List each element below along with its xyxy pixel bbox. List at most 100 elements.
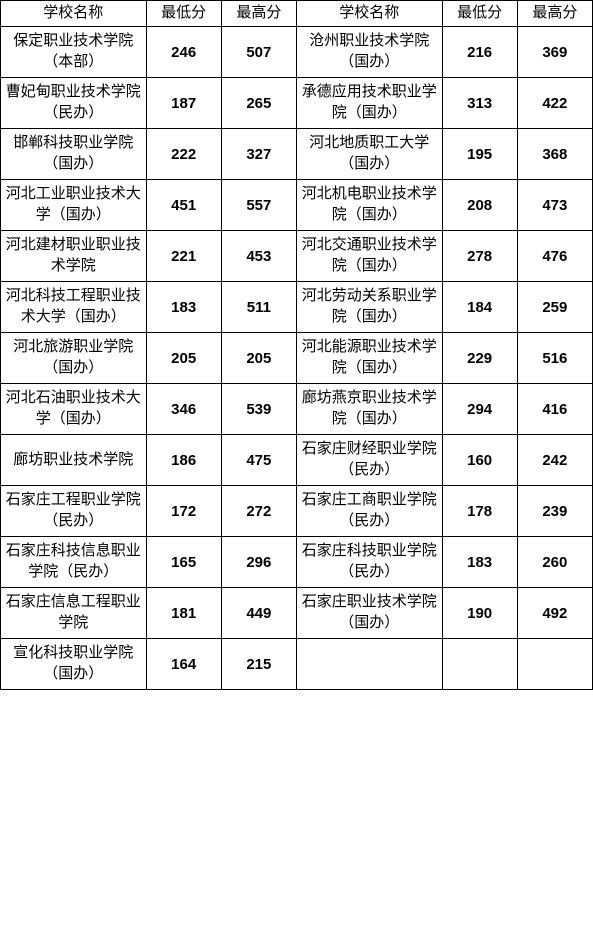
school-name-cell: 河北交通职业技术学院（国办） <box>296 231 442 282</box>
school-name-cell: 宣化科技职业学院（国办） <box>1 639 147 690</box>
max-score-cell: 215 <box>221 639 296 690</box>
max-score-cell: 449 <box>221 588 296 639</box>
max-score-cell: 260 <box>517 537 592 588</box>
school-name-cell: 河北建材职业职业技术学院 <box>1 231 147 282</box>
max-score-cell: 296 <box>221 537 296 588</box>
table-row: 河北旅游职业学院（国办）205205河北能源职业技术学院（国办）229516 <box>1 333 593 384</box>
max-score-cell: 327 <box>221 129 296 180</box>
col-header-min-2: 最低分 <box>442 1 517 27</box>
max-score-cell: 511 <box>221 282 296 333</box>
max-score-cell: 507 <box>221 27 296 78</box>
school-name-cell: 石家庄工商职业学院（民办） <box>296 486 442 537</box>
table-body: 保定职业技术学院（本部）246507沧州职业技术学院（国办）216369曹妃甸职… <box>1 27 593 690</box>
table-row: 河北科技工程职业技术大学（国办）183511河北劳动关系职业学院（国办）1842… <box>1 282 593 333</box>
min-score-cell: 190 <box>442 588 517 639</box>
min-score-cell: 164 <box>146 639 221 690</box>
col-header-name-2: 学校名称 <box>296 1 442 27</box>
max-score-cell: 416 <box>517 384 592 435</box>
min-score-cell: 183 <box>146 282 221 333</box>
school-name-cell: 保定职业技术学院（本部） <box>1 27 147 78</box>
table-row: 石家庄工程职业学院（民办）172272石家庄工商职业学院（民办）178239 <box>1 486 593 537</box>
min-score-cell: 184 <box>442 282 517 333</box>
max-score-cell: 492 <box>517 588 592 639</box>
min-score-cell: 172 <box>146 486 221 537</box>
school-name-cell: 河北劳动关系职业学院（国办） <box>296 282 442 333</box>
table-row: 保定职业技术学院（本部）246507沧州职业技术学院（国办）216369 <box>1 27 593 78</box>
max-score-cell: 239 <box>517 486 592 537</box>
max-score-cell: 476 <box>517 231 592 282</box>
table-row: 河北建材职业职业技术学院221453河北交通职业技术学院（国办）278476 <box>1 231 593 282</box>
max-score-cell: 369 <box>517 27 592 78</box>
school-name-cell: 石家庄科技信息职业学院（民办） <box>1 537 147 588</box>
max-score-cell: 557 <box>221 180 296 231</box>
school-name-cell: 廊坊燕京职业技术学院（国办） <box>296 384 442 435</box>
min-score-cell: 346 <box>146 384 221 435</box>
max-score-cell: 473 <box>517 180 592 231</box>
min-score-cell: 278 <box>442 231 517 282</box>
table-row: 河北工业职业技术大学（国办）451557河北机电职业技术学院（国办）208473 <box>1 180 593 231</box>
school-name-cell: 承德应用技术职业学院（国办） <box>296 78 442 129</box>
scores-table: 学校名称 最低分 最高分 学校名称 最低分 最高分 保定职业技术学院（本部）24… <box>0 0 593 690</box>
school-name-cell: 曹妃甸职业技术学院（民办） <box>1 78 147 129</box>
max-score-cell: 368 <box>517 129 592 180</box>
school-name-cell: 石家庄工程职业学院（民办） <box>1 486 147 537</box>
school-name-cell <box>296 639 442 690</box>
max-score-cell: 453 <box>221 231 296 282</box>
min-score-cell: 451 <box>146 180 221 231</box>
max-score-cell: 242 <box>517 435 592 486</box>
table-row: 廊坊职业技术学院186475石家庄财经职业学院（民办）160242 <box>1 435 593 486</box>
school-name-cell: 河北科技工程职业技术大学（国办） <box>1 282 147 333</box>
school-name-cell: 河北能源职业技术学院（国办） <box>296 333 442 384</box>
school-name-cell: 石家庄财经职业学院（民办） <box>296 435 442 486</box>
min-score-cell: 313 <box>442 78 517 129</box>
min-score-cell: 165 <box>146 537 221 588</box>
min-score-cell: 205 <box>146 333 221 384</box>
table-header-row: 学校名称 最低分 最高分 学校名称 最低分 最高分 <box>1 1 593 27</box>
col-header-min-1: 最低分 <box>146 1 221 27</box>
min-score-cell: 186 <box>146 435 221 486</box>
min-score-cell: 294 <box>442 384 517 435</box>
min-score-cell: 221 <box>146 231 221 282</box>
min-score-cell: 222 <box>146 129 221 180</box>
min-score-cell: 187 <box>146 78 221 129</box>
max-score-cell: 272 <box>221 486 296 537</box>
school-name-cell: 廊坊职业技术学院 <box>1 435 147 486</box>
min-score-cell: 208 <box>442 180 517 231</box>
table-row: 宣化科技职业学院（国办）164215 <box>1 639 593 690</box>
max-score-cell: 475 <box>221 435 296 486</box>
school-name-cell: 河北地质职工大学（国办） <box>296 129 442 180</box>
max-score-cell: 422 <box>517 78 592 129</box>
table-row: 河北石油职业技术大学（国办）346539廊坊燕京职业技术学院（国办）294416 <box>1 384 593 435</box>
school-name-cell: 沧州职业技术学院（国办） <box>296 27 442 78</box>
school-name-cell: 河北机电职业技术学院（国办） <box>296 180 442 231</box>
school-name-cell: 河北旅游职业学院（国办） <box>1 333 147 384</box>
school-name-cell: 石家庄职业技术学院（国办） <box>296 588 442 639</box>
col-header-max-2: 最高分 <box>517 1 592 27</box>
table-row: 曹妃甸职业技术学院（民办）187265承德应用技术职业学院（国办）313422 <box>1 78 593 129</box>
col-header-name-1: 学校名称 <box>1 1 147 27</box>
min-score-cell: 183 <box>442 537 517 588</box>
col-header-max-1: 最高分 <box>221 1 296 27</box>
school-name-cell: 河北石油职业技术大学（国办） <box>1 384 147 435</box>
min-score-cell: 160 <box>442 435 517 486</box>
max-score-cell: 265 <box>221 78 296 129</box>
min-score-cell: 178 <box>442 486 517 537</box>
max-score-cell: 205 <box>221 333 296 384</box>
school-name-cell: 石家庄信息工程职业学院 <box>1 588 147 639</box>
min-score-cell: 195 <box>442 129 517 180</box>
min-score-cell <box>442 639 517 690</box>
school-name-cell: 石家庄科技职业学院（民办） <box>296 537 442 588</box>
school-name-cell: 河北工业职业技术大学（国办） <box>1 180 147 231</box>
max-score-cell: 259 <box>517 282 592 333</box>
table-row: 石家庄信息工程职业学院181449石家庄职业技术学院（国办）190492 <box>1 588 593 639</box>
min-score-cell: 246 <box>146 27 221 78</box>
table-row: 石家庄科技信息职业学院（民办）165296石家庄科技职业学院（民办）183260 <box>1 537 593 588</box>
max-score-cell <box>517 639 592 690</box>
table-row: 邯郸科技职业学院（国办）222327河北地质职工大学（国办）195368 <box>1 129 593 180</box>
school-name-cell: 邯郸科技职业学院（国办） <box>1 129 147 180</box>
max-score-cell: 539 <box>221 384 296 435</box>
min-score-cell: 181 <box>146 588 221 639</box>
min-score-cell: 216 <box>442 27 517 78</box>
min-score-cell: 229 <box>442 333 517 384</box>
max-score-cell: 516 <box>517 333 592 384</box>
